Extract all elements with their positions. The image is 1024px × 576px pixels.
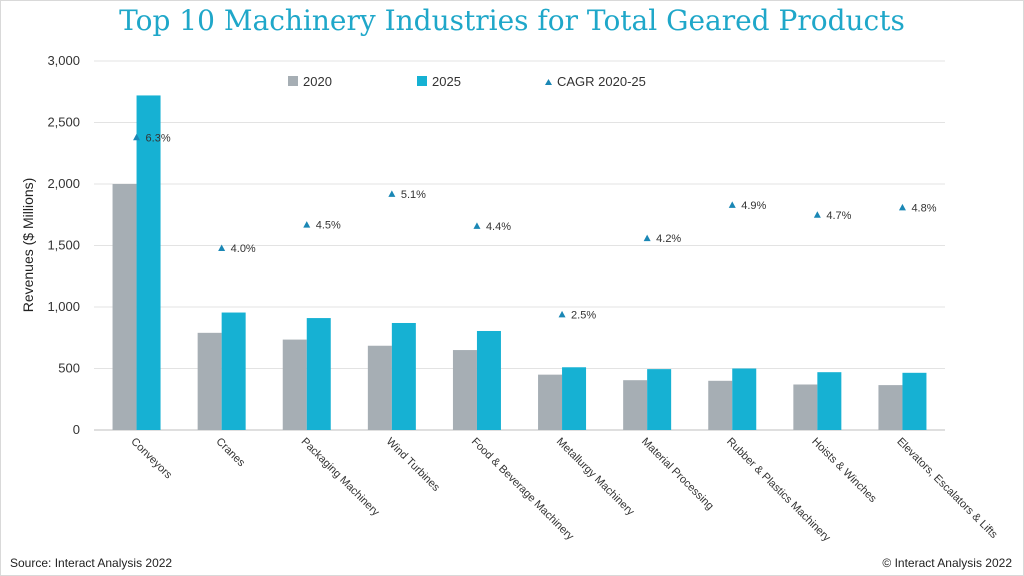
bar-2020 (623, 380, 648, 430)
bar-2020 (367, 345, 392, 430)
y-tick-label: 2,500 (47, 115, 80, 130)
legend-marker-cagr (545, 79, 552, 85)
cagr-label: 6.3% (146, 132, 171, 144)
x-tick-label: Material Processing (639, 436, 716, 513)
bar-2025 (732, 368, 757, 430)
y-axis-label: Revenues ($ Millions) (20, 178, 36, 313)
cagr-marker (643, 234, 651, 242)
y-tick-label: 0 (73, 422, 80, 437)
cagr-label: 5.1% (401, 189, 426, 201)
y-tick-label: 1,000 (47, 299, 80, 314)
bar-2020 (878, 385, 903, 430)
x-tick-label: Packaging Machinery (299, 436, 382, 519)
bar-2025 (562, 367, 587, 430)
legend: 2020 2025 CAGR 2020-25 (288, 74, 646, 89)
x-tick-label: Rubber & Plastics Machinery (724, 436, 833, 545)
bar-2025 (817, 372, 842, 430)
x-tick-label: Hoists & Winches (809, 436, 879, 506)
cagr-label: 4.8% (911, 202, 936, 214)
cagr-marker (303, 221, 311, 228)
bar-2020 (197, 332, 222, 430)
bar-2020 (452, 350, 477, 430)
copyright-note: © Interact Analysis 2022 (882, 556, 1012, 570)
cagr-label: 4.5% (316, 220, 341, 232)
x-tick-label: Cranes (214, 436, 248, 470)
legend-swatch-2020 (288, 76, 298, 86)
cagr-markers: 6.3% 4.0% 4.5% 5.1% 4.4% 2.5% 4.2% 4.9% 4.7% 4.8% (133, 132, 937, 321)
x-tick-label: Metallurgy Machinery (554, 436, 637, 519)
cagr-label: 4.9% (741, 200, 766, 212)
cagr-marker (133, 133, 141, 141)
bar-2020 (538, 374, 563, 430)
cagr-label: 4.4% (486, 221, 511, 233)
cagr-marker (388, 190, 396, 197)
legend-swatch-2025 (417, 76, 427, 86)
cagr-label: 2.5% (571, 309, 596, 321)
y-tick-label: 3,000 (47, 53, 80, 68)
bar-2020 (708, 380, 733, 430)
bar-2025 (391, 322, 416, 430)
legend-label-2020: 2020 (303, 74, 332, 89)
y-axis: 0 500 1,000 1,500 2,000 2,500 3,000 (47, 53, 80, 437)
bars (112, 95, 927, 430)
x-axis: Conveyors Cranes Packaging Machinery Wind T… (128, 436, 1000, 545)
y-tick-label: 500 (58, 361, 80, 376)
x-tick-label: Wind Turbines (384, 436, 443, 495)
bar-2025 (647, 369, 672, 430)
y-tick-label: 2,000 (47, 176, 80, 191)
bar-2025 (306, 318, 331, 430)
y-tick-label: 1,500 (47, 238, 80, 253)
cagr-marker (898, 203, 906, 211)
bar-2025 (902, 372, 927, 430)
bar-2020 (112, 184, 137, 430)
bar-2020 (793, 384, 818, 430)
x-tick-label: Food & Beverage Machinery (469, 436, 576, 543)
cagr-marker (728, 201, 736, 208)
x-tick-label: Elevators, Escalators & Lifts (894, 436, 1000, 542)
x-tick-label: Conveyors (128, 436, 174, 482)
cagr-label: 4.0% (231, 243, 256, 255)
cagr-marker (218, 244, 226, 251)
source-note: Source: Interact Analysis 2022 (10, 556, 173, 570)
bar-2025 (221, 312, 246, 430)
cagr-marker (813, 211, 821, 218)
legend-label-2025: 2025 (432, 74, 461, 89)
chart-title: Top 10 Machinery Industries for Total Ge… (119, 4, 905, 37)
cagr-label: 4.7% (826, 210, 851, 222)
cagr-marker (473, 222, 481, 229)
bar-2025 (136, 95, 161, 430)
bar-2020 (282, 339, 307, 430)
bar-2025 (476, 330, 501, 430)
legend-label-cagr: CAGR 2020-25 (557, 74, 646, 89)
cagr-label: 4.2% (656, 233, 681, 245)
cagr-marker (558, 310, 566, 318)
